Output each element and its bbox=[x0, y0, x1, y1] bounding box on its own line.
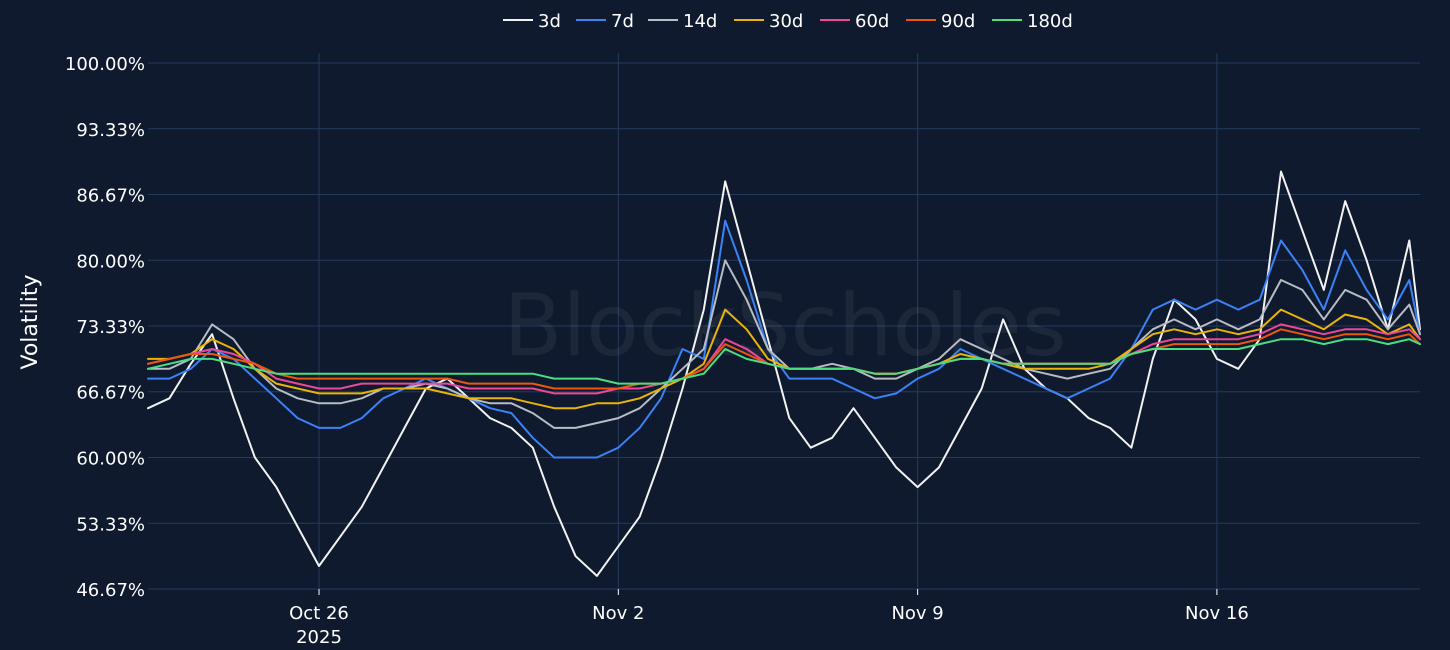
x-tick-label: Nov 16 bbox=[1185, 603, 1249, 624]
legend-label: 60d bbox=[855, 11, 889, 32]
series-line-7d bbox=[147, 219, 1421, 459]
y-tick-label: 100.00% bbox=[65, 54, 145, 75]
legend-item-180d[interactable]: 180d bbox=[992, 11, 1073, 32]
legend-label: 30d bbox=[769, 11, 803, 32]
series-lines bbox=[147, 170, 1421, 577]
watermark-logo: BlockScholes bbox=[503, 276, 1066, 376]
y-tick-label: 73.33% bbox=[76, 317, 145, 338]
y-tick-label: 80.00% bbox=[76, 251, 145, 272]
legend-item-60d[interactable]: 60d bbox=[820, 11, 889, 32]
legend-item-7d[interactable]: 7d bbox=[576, 11, 634, 32]
x-tick-label: Nov 2 bbox=[592, 603, 644, 624]
legend-item-3d[interactable]: 3d bbox=[503, 11, 561, 32]
series-line-180d bbox=[147, 338, 1421, 385]
series-line-3d bbox=[147, 170, 1421, 577]
grid-lines bbox=[148, 53, 1420, 590]
y-tick-label: 93.33% bbox=[76, 120, 145, 141]
legend-label: 90d bbox=[941, 11, 975, 32]
legend-label: 180d bbox=[1027, 11, 1073, 32]
legend-label: 7d bbox=[611, 11, 634, 32]
legend[interactable]: 3d 7d 14d 30d 60d 90d 180d bbox=[503, 11, 1073, 32]
x-axis-ticks: Oct 26 2025 Nov 2 Nov 9 Nov 16 bbox=[289, 589, 1249, 648]
legend-item-14d[interactable]: 14d bbox=[648, 11, 717, 32]
legend-item-90d[interactable]: 90d bbox=[906, 11, 975, 32]
legend-item-30d[interactable]: 30d bbox=[734, 11, 803, 32]
x-tick-label: Oct 26 bbox=[289, 603, 349, 624]
y-tick-label: 53.33% bbox=[76, 514, 145, 535]
y-tick-label: 46.67% bbox=[76, 580, 145, 601]
x-tick-sublabel: 2025 bbox=[296, 627, 342, 648]
y-tick-label: 86.67% bbox=[76, 185, 145, 206]
x-tick-label: Nov 9 bbox=[891, 603, 943, 624]
legend-label: 3d bbox=[538, 11, 561, 32]
legend-label: 14d bbox=[683, 11, 717, 32]
y-axis-label: Volatility bbox=[18, 274, 43, 369]
y-axis-ticks: 100.00% 93.33% 86.67% 80.00% 73.33% 66.67% 60.… bbox=[65, 54, 145, 601]
y-tick-label: 66.67% bbox=[76, 383, 145, 404]
y-tick-label: 60.00% bbox=[76, 449, 145, 470]
